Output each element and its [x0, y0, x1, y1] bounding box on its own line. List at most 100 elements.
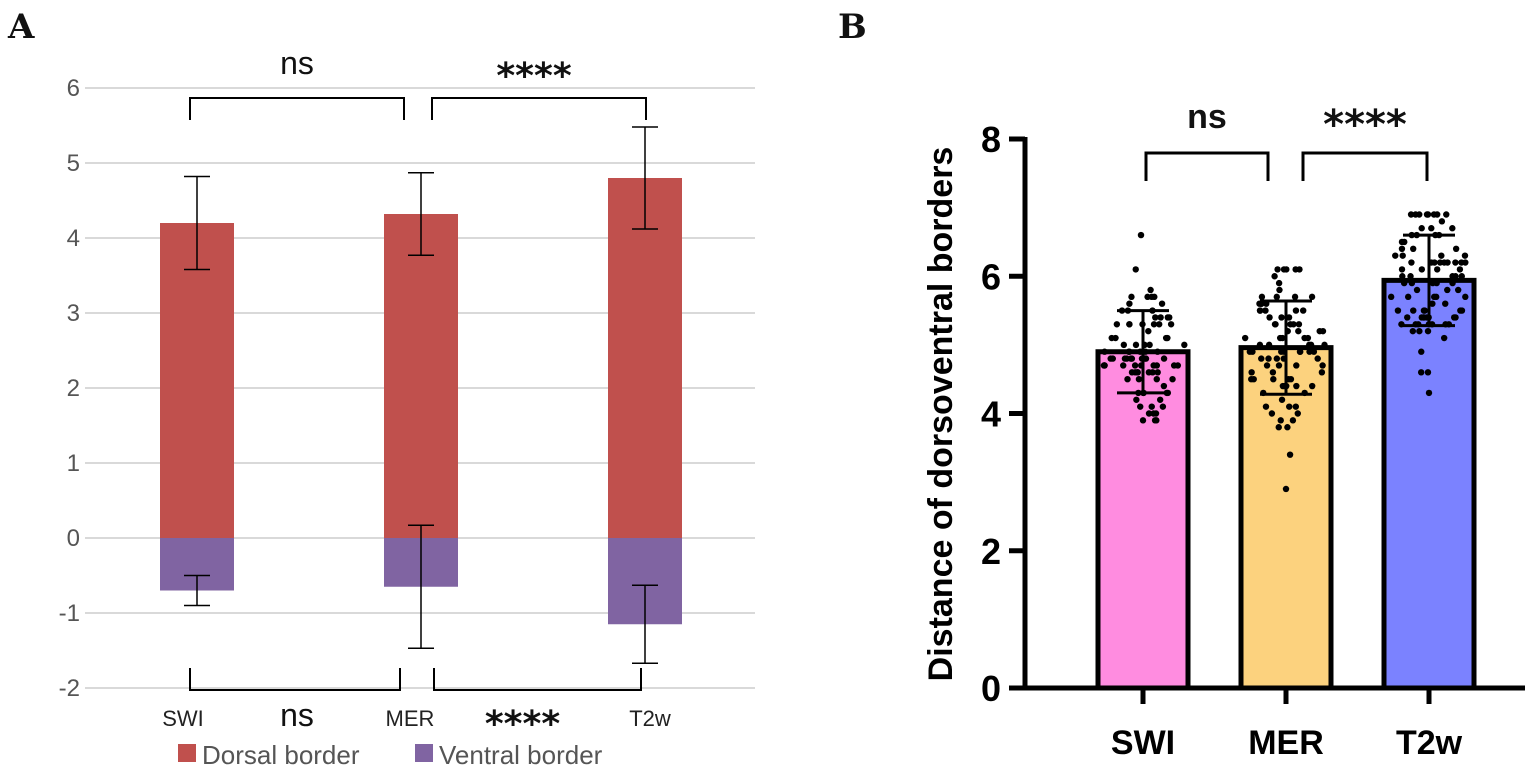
y-tick-label-a: 1: [67, 450, 80, 477]
data-point-b-mer: [1286, 403, 1293, 410]
data-point-b-mer: [1279, 334, 1286, 342]
panel-b: B 0 2 4 6 8 Distance of dorsoventral borders S…: [838, 7, 1525, 762]
data-point-b-t2w: [1443, 211, 1450, 218]
data-point-b-mer: [1293, 362, 1300, 369]
data-point-b-swi: [1113, 321, 1121, 328]
data-point-b-swi: [1169, 375, 1176, 383]
significance-label-a-top: ns: [280, 45, 314, 81]
data-point-b-swi: [1159, 403, 1167, 410]
y-tick-label-a: 6: [67, 75, 80, 102]
data-point-b-swi: [1146, 341, 1153, 349]
y-tick-label-b: 4: [981, 394, 1001, 435]
data-point-b-mer: [1262, 403, 1270, 410]
data-point-b-t2w: [1418, 314, 1425, 321]
y-tick-label-a: 4: [67, 225, 80, 252]
category-label-a-t2w: T2w: [629, 706, 671, 731]
y-tick-label-a: 0: [67, 525, 80, 552]
data-point-b-mer: [1275, 279, 1283, 287]
data-point-b-mer: [1273, 355, 1281, 362]
data-point-b-mer: [1286, 451, 1294, 458]
data-point-b-t2w: [1456, 266, 1464, 273]
category-label-a-mer: MER: [386, 706, 435, 731]
bar-b-t2w: [1381, 277, 1477, 691]
category-label-b-t2w: T2w: [1396, 724, 1463, 762]
data-point-b-t2w: [1399, 273, 1406, 280]
data-point-b-t2w: [1412, 211, 1419, 218]
data-point-b-mer: [1278, 396, 1286, 403]
data-point-b-t2w: [1410, 245, 1417, 252]
significance-bracket-b: [1144, 151, 1270, 181]
data-point-b-swi: [1153, 375, 1160, 383]
data-point-b-mer: [1280, 266, 1288, 273]
data-point-b-t2w: [1428, 225, 1435, 232]
data-point-b-mer: [1262, 307, 1269, 314]
data-point-b-mer: [1319, 327, 1327, 335]
data-point-b-swi: [1158, 300, 1166, 307]
data-point-b-t2w: [1433, 266, 1441, 273]
data-point-b-mer: [1275, 362, 1283, 369]
data-point-b-mer: [1290, 321, 1297, 328]
data-point-b-t2w: [1436, 259, 1444, 266]
data-point-b-t2w: [1408, 279, 1416, 287]
y-tick-label-a: 5: [67, 150, 80, 177]
data-point-b-swi: [1139, 417, 1147, 424]
data-point-b-mer: [1308, 382, 1316, 390]
data-point-b-mer: [1308, 293, 1316, 301]
significance-label-b: ****: [1323, 102, 1407, 148]
data-point-b-t2w: [1392, 252, 1399, 259]
data-point-b-t2w: [1424, 369, 1432, 376]
data-point-b-mer: [1248, 369, 1255, 376]
data-point-b-mer: [1266, 314, 1273, 321]
data-point-b-mer: [1282, 485, 1290, 493]
y-tick-label-a: 3: [67, 300, 80, 327]
dorsal-bar-t2w: [608, 178, 682, 538]
significance-label-a-bottom: ****: [485, 704, 560, 745]
data-point-b-swi: [1151, 293, 1158, 301]
data-point-b-mer: [1278, 314, 1285, 321]
data-point-b-t2w: [1407, 273, 1414, 280]
data-point-b-swi: [1154, 348, 1161, 355]
data-point-b-swi: [1125, 348, 1133, 355]
data-point-b-t2w: [1438, 252, 1445, 259]
legend-swatch-a: [415, 744, 433, 762]
data-point-b-mer: [1273, 293, 1280, 301]
data-point-b-mer: [1256, 307, 1264, 314]
data-point-b-t2w: [1398, 266, 1406, 273]
data-point-b-swi: [1120, 341, 1128, 349]
data-point-b-mer: [1271, 273, 1278, 280]
dorsal-bar-mer: [384, 214, 458, 538]
data-point-b-mer: [1241, 334, 1249, 342]
data-point-b-mer: [1318, 369, 1326, 376]
data-point-b-mer: [1294, 410, 1301, 417]
data-point-b-t2w: [1430, 293, 1438, 301]
data-point-b-mer: [1293, 382, 1300, 390]
data-point-b-swi: [1148, 403, 1155, 410]
data-point-b-mer: [1292, 307, 1300, 314]
data-point-b-swi: [1167, 321, 1175, 328]
data-point-b-mer: [1291, 293, 1299, 301]
y-tick-label-b: 0: [981, 668, 1001, 709]
data-point-b-t2w: [1444, 286, 1451, 294]
data-point-b-t2w: [1433, 279, 1440, 287]
data-point-b-t2w: [1450, 314, 1458, 321]
data-point-b-swi: [1149, 369, 1156, 376]
data-point-b-t2w: [1418, 266, 1426, 273]
data-point-b-t2w: [1457, 307, 1464, 314]
data-point-b-swi: [1144, 293, 1151, 301]
data-point-b-swi: [1181, 341, 1188, 349]
data-point-b-swi: [1157, 314, 1164, 321]
data-point-b-swi: [1150, 410, 1157, 417]
y-tick-label-b: 8: [981, 119, 1001, 160]
data-point-b-t2w: [1424, 327, 1432, 335]
legend-label-a: Ventral border: [439, 740, 603, 770]
data-point-b-t2w: [1420, 307, 1428, 314]
data-point-b-mer: [1249, 348, 1256, 355]
data-point-b-t2w: [1462, 293, 1469, 301]
data-point-b-swi: [1164, 334, 1171, 342]
data-point-b-mer: [1248, 375, 1255, 383]
data-point-b-swi: [1152, 314, 1159, 321]
data-point-b-t2w: [1418, 225, 1425, 232]
significance-bracket-a-bottom: [189, 668, 401, 691]
category-label-b-swi: SWI: [1111, 724, 1175, 762]
data-point-b-t2w: [1425, 389, 1433, 397]
